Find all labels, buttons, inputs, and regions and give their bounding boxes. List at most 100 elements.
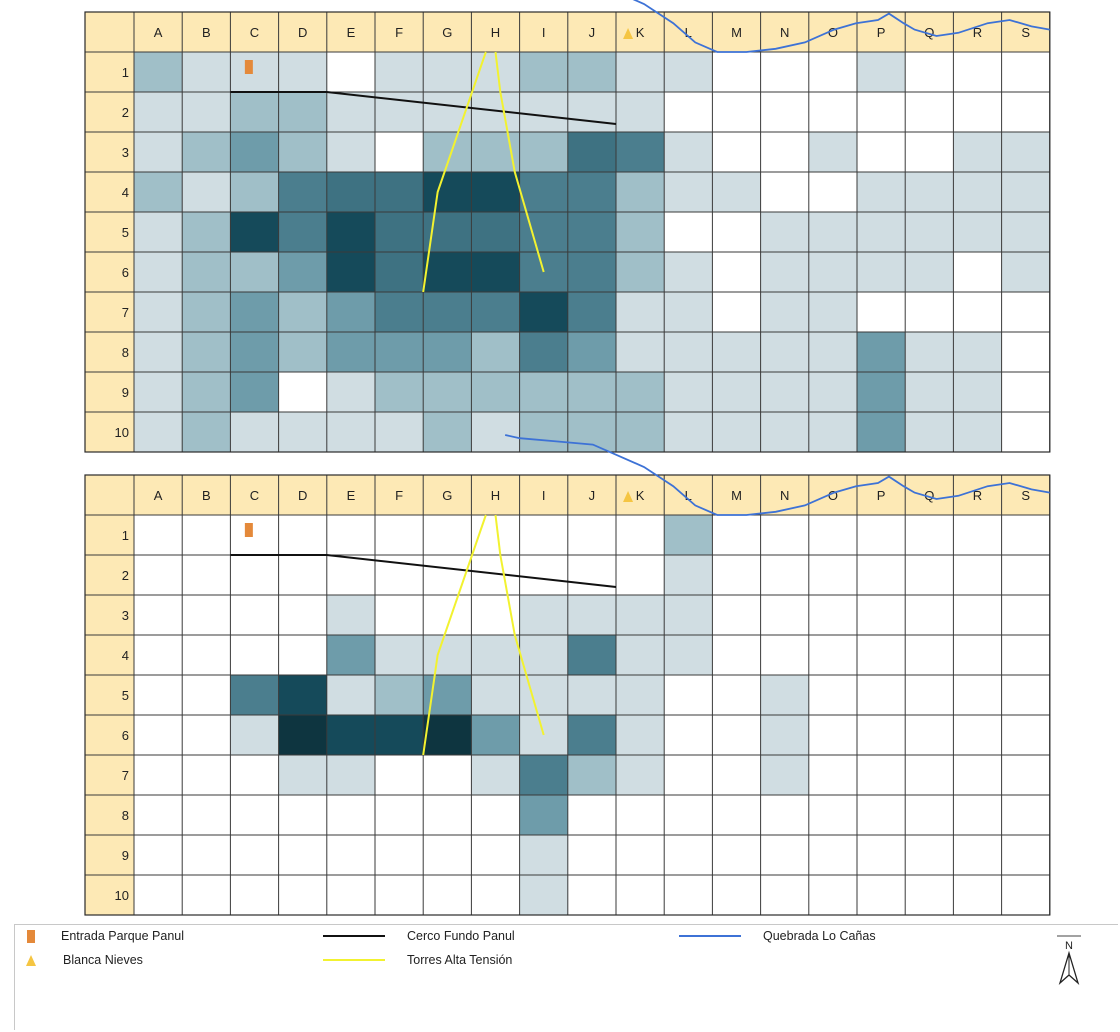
grid-cell-J9 (567, 835, 616, 875)
grid-cell-M4 (712, 635, 761, 675)
grid-cell-M1 (712, 52, 761, 92)
grid-cell-O2 (808, 555, 857, 595)
grid-cell-N1 (760, 52, 809, 92)
grid-cell-Q9 (905, 835, 954, 875)
grid-cell-C2 (230, 555, 279, 595)
grid-cell-K5 (616, 212, 665, 252)
grid-cell-J1 (567, 52, 616, 92)
row-label-4: 4 (122, 185, 129, 200)
grid-cell-G9 (423, 835, 472, 875)
grid-cell-I3 (519, 132, 568, 172)
creek-line (504, 434, 1050, 516)
grid-cell-G4 (423, 172, 472, 212)
column-label-A: A (154, 25, 163, 40)
north-arrow: N (1053, 933, 1085, 1003)
column-label-N: N (780, 488, 789, 503)
grid-cell-H9 (471, 835, 520, 875)
grid-cell-I9 (519, 372, 568, 412)
grid-cell-S2 (1001, 555, 1050, 595)
grid-cell-B6 (182, 715, 231, 755)
grid-cell-K6 (616, 715, 665, 755)
grid-cell-K4 (616, 635, 665, 675)
grid-cell-R3 (953, 132, 1002, 172)
grid-cell-N9 (760, 835, 809, 875)
row-label-6: 6 (122, 728, 129, 743)
grid-cell-H3 (471, 595, 520, 635)
peak-triangle-icon (26, 954, 36, 966)
grid-cell-B7 (182, 755, 231, 795)
column-label-O: O (828, 488, 838, 503)
grid-cell-L5 (664, 212, 713, 252)
fence-line-icon (323, 935, 385, 937)
grid-cell-R6 (953, 715, 1002, 755)
grid-cell-E7 (326, 292, 375, 332)
grid-cell-J5 (567, 675, 616, 715)
row-label-8: 8 (122, 808, 129, 823)
grid-cell-F8 (375, 795, 424, 835)
grid-cell-Q2 (905, 555, 954, 595)
grid-cell-Q4 (905, 172, 954, 212)
grid-cell-M10 (712, 412, 761, 452)
grid-cell-C10 (230, 412, 279, 452)
grid-cell-G10 (423, 412, 472, 452)
grid-cell-O3 (808, 595, 857, 635)
grid-cell-C4 (230, 172, 279, 212)
grid-cell-Q6 (905, 252, 954, 292)
grid-cell-I7 (519, 755, 568, 795)
grid-cell-D5 (278, 212, 327, 252)
grid-cell-F10 (375, 875, 424, 915)
grid-cell-Q10 (905, 875, 954, 915)
grid-cell-K9 (616, 372, 665, 412)
grid-cell-M10 (712, 875, 761, 915)
grid-cell-C1 (230, 52, 279, 92)
column-label-P: P (877, 488, 886, 503)
grid-cell-O6 (808, 715, 857, 755)
row-label-6: 6 (122, 265, 129, 280)
grid-cell-E8 (326, 332, 375, 372)
grid-cell-N5 (760, 675, 809, 715)
grid-cell-A9 (134, 835, 183, 875)
grid-cell-S10 (1001, 412, 1050, 452)
grid-cell-J2 (567, 92, 616, 132)
grid-cell-E8 (326, 795, 375, 835)
grid-cell-L6 (664, 715, 713, 755)
grid-cell-R2 (953, 92, 1002, 132)
column-label-E: E (347, 25, 356, 40)
grid-cell-H3 (471, 132, 520, 172)
grid-cell-P1 (857, 52, 906, 92)
towers-line-2 (494, 51, 545, 273)
row-label-10: 10 (115, 888, 129, 903)
grid-cell-M6 (712, 715, 761, 755)
column-label-C: C (250, 488, 259, 503)
grid-cell-R9 (953, 372, 1002, 412)
grid-cell-P1 (857, 515, 906, 555)
grid-cell-R5 (953, 212, 1002, 252)
grid-cell-P6 (857, 715, 906, 755)
row-label-1: 1 (122, 528, 129, 543)
grid-cell-E1 (326, 515, 375, 555)
grid-cell-O7 (808, 292, 857, 332)
legend-item-towers: Torres Alta Tensión (323, 953, 512, 967)
grid-cell-D9 (278, 835, 327, 875)
grid-cell-D10 (278, 412, 327, 452)
grid-cell-R9 (953, 835, 1002, 875)
grid-cell-B5 (182, 212, 231, 252)
grid-cell-F1 (375, 515, 424, 555)
grid-cell-N2 (760, 555, 809, 595)
creek-line (632, 0, 1050, 53)
grid-cell-M1 (712, 515, 761, 555)
column-label-H: H (491, 25, 500, 40)
grid-cell-G7 (423, 755, 472, 795)
grid-cell-O9 (808, 372, 857, 412)
grid-cell-S8 (1001, 332, 1050, 372)
grid-cell-D9 (278, 372, 327, 412)
legend-label-towers: Torres Alta Tensión (407, 953, 513, 967)
grid-cell-O4 (808, 172, 857, 212)
column-label-L: L (685, 488, 692, 503)
grid-cell-N7 (760, 755, 809, 795)
grid-cell-N8 (760, 332, 809, 372)
grid-cell-L9 (664, 372, 713, 412)
grid-cell-L3 (664, 595, 713, 635)
grid-cell-E2 (326, 555, 375, 595)
grid-cell-J7 (567, 755, 616, 795)
